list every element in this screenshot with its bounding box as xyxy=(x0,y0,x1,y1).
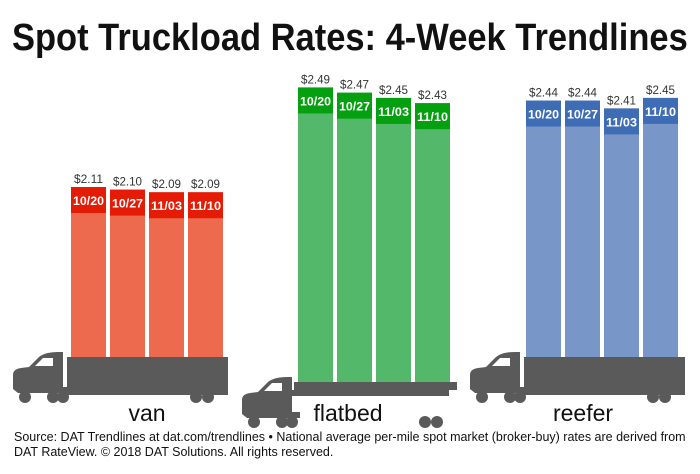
wheel-icon xyxy=(57,391,69,403)
date-label: 11/03 xyxy=(378,105,409,119)
category-label-van: van xyxy=(128,400,165,426)
category-label-reefer: reefer xyxy=(553,400,613,426)
footer-line-2: DAT RateView. © 2018 DAT Solutions. All … xyxy=(14,445,334,459)
wheel-icon xyxy=(190,391,202,403)
bar-reefer-10/20 xyxy=(526,100,561,357)
value-label: $2.44 xyxy=(568,88,598,100)
value-label: $2.11 xyxy=(74,174,103,186)
bar-flatbed-11/10 xyxy=(415,103,450,382)
date-label: 10/20 xyxy=(73,194,104,208)
bar-band-flatbed-11/03 xyxy=(376,97,411,124)
bar-band-van-11/10 xyxy=(188,192,223,219)
value-label: $2.44 xyxy=(529,88,559,100)
wheel-icon xyxy=(248,416,260,428)
truck-cab-icon xyxy=(242,377,300,418)
bar-van-11/03 xyxy=(149,192,184,357)
value-label: $2.49 xyxy=(301,74,330,86)
chart-title: Spot Truckload Rates: 4-Week Trendlines xyxy=(12,17,688,59)
wheel-icon xyxy=(202,391,214,403)
bar-band-flatbed-11/10 xyxy=(415,103,450,130)
value-label: $2.09 xyxy=(191,179,220,191)
value-label: $2.47 xyxy=(340,80,369,92)
flatbed-trailer-icon xyxy=(294,382,457,390)
bar-band-reefer-10/27 xyxy=(565,100,600,127)
date-label: 10/27 xyxy=(112,197,143,211)
bar-flatbed-10/27 xyxy=(337,92,372,383)
date-label: 10/27 xyxy=(339,100,370,114)
bar-band-reefer-11/10 xyxy=(643,97,678,124)
reefer-trailer-icon xyxy=(524,357,685,395)
date-label: 11/03 xyxy=(151,199,182,213)
wheel-icon xyxy=(419,416,431,428)
wheel-icon xyxy=(286,416,298,428)
date-label: 11/03 xyxy=(606,115,637,129)
wheel-icon xyxy=(504,391,516,403)
value-label: $2.41 xyxy=(607,95,636,107)
date-label: 10/20 xyxy=(528,108,559,122)
footer-line-1: Source: DAT Trendlines at dat.com/trendl… xyxy=(14,430,686,444)
value-label: $2.10 xyxy=(113,177,142,189)
wheel-icon xyxy=(476,391,488,403)
bar-reefer-11/10 xyxy=(643,97,678,358)
wheel-icon xyxy=(514,391,526,403)
bar-reefer-10/27 xyxy=(565,100,600,357)
wheel-icon xyxy=(276,416,288,428)
date-label: 11/10 xyxy=(645,105,676,119)
trailer-chassis xyxy=(292,390,449,396)
truck-cab-icon xyxy=(470,352,528,393)
wheel-icon xyxy=(431,416,443,428)
value-label: $2.09 xyxy=(152,179,181,191)
date-label: 11/10 xyxy=(190,199,221,213)
bar-band-flatbed-10/20 xyxy=(298,87,333,114)
cab-window-icon xyxy=(492,358,510,366)
bar-band-van-10/27 xyxy=(110,189,145,216)
category-label-flatbed: flatbed xyxy=(313,400,382,426)
value-label: $2.45 xyxy=(646,85,675,97)
wheel-icon xyxy=(647,391,659,403)
wheel-icon xyxy=(47,391,59,403)
wheel-icon xyxy=(19,391,31,403)
date-label: 11/10 xyxy=(417,110,448,124)
cab-window-icon xyxy=(35,358,53,366)
value-label: $2.43 xyxy=(418,90,447,102)
truck-cab-icon xyxy=(13,352,71,393)
bar-band-reefer-11/03 xyxy=(604,108,639,135)
value-label: $2.45 xyxy=(379,85,408,97)
source-footer: Source: DAT Trendlines at dat.com/trendl… xyxy=(14,430,686,460)
bar-van-11/10 xyxy=(188,192,223,357)
wheel-icon xyxy=(659,391,671,403)
date-label: 10/20 xyxy=(300,94,331,108)
bar-band-flatbed-10/27 xyxy=(337,92,372,119)
bar-flatbed-10/20 xyxy=(298,87,333,382)
bar-van-10/27 xyxy=(110,189,145,357)
cab-window-icon xyxy=(264,383,282,391)
van-trailer-icon xyxy=(67,357,228,395)
date-label: 10/27 xyxy=(567,108,598,122)
bar-band-van-10/20 xyxy=(71,187,106,213)
bar-band-reefer-10/20 xyxy=(526,100,561,127)
bar-band-van-11/03 xyxy=(149,192,184,219)
bar-van-10/20 xyxy=(71,187,106,357)
bar-reefer-11/03 xyxy=(604,108,639,358)
bar-flatbed-11/03 xyxy=(376,97,411,383)
